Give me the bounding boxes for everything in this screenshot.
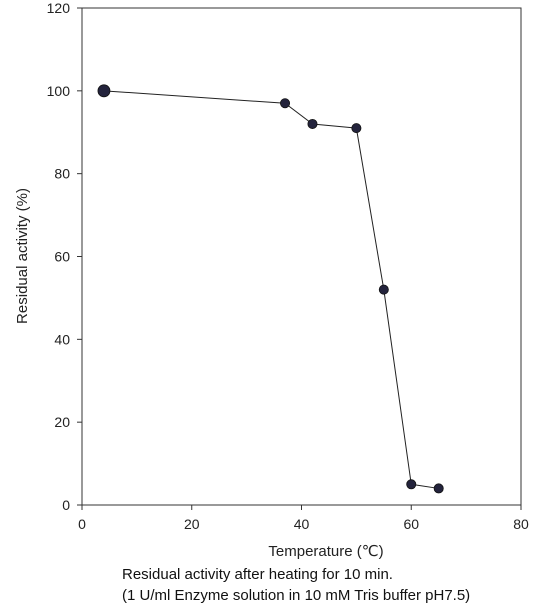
y-tick-label: 80: [54, 166, 70, 182]
caption-line-2: (1 U/ml Enzyme solution in 10 mM Tris bu…: [122, 587, 471, 604]
y-tick-label: 20: [54, 414, 70, 430]
y-axis-ticks: 0 20 40 60 80 100 120: [47, 0, 82, 513]
x-tick-label: 80: [513, 516, 529, 532]
caption-line-1: Residual activity after heating for 10 m…: [122, 566, 393, 583]
data-point: [433, 483, 444, 494]
data-point: [406, 479, 417, 490]
data-point: [280, 98, 291, 109]
data-point: [378, 284, 389, 295]
data-point: [97, 84, 111, 98]
y-tick-label: 120: [47, 0, 71, 16]
plot-frame: [81, 7, 522, 506]
x-tick-label: 40: [294, 516, 310, 532]
x-tick-label: 0: [78, 516, 86, 532]
x-axis-ticks: 0 20 40 60 80: [78, 505, 529, 532]
y-tick-label: 100: [47, 83, 71, 99]
y-tick-label: 0: [62, 497, 70, 513]
data-point: [307, 118, 318, 129]
y-tick-label: 60: [54, 249, 70, 265]
x-tick-label: 20: [184, 516, 200, 532]
series-layer: [97, 84, 444, 494]
y-axis-label: Residual activity (%): [14, 188, 31, 324]
x-tick-label: 60: [403, 516, 419, 532]
x-axis-label: Temperature (℃): [268, 543, 383, 560]
y-tick-label: 40: [54, 331, 70, 347]
data-point: [351, 123, 362, 134]
